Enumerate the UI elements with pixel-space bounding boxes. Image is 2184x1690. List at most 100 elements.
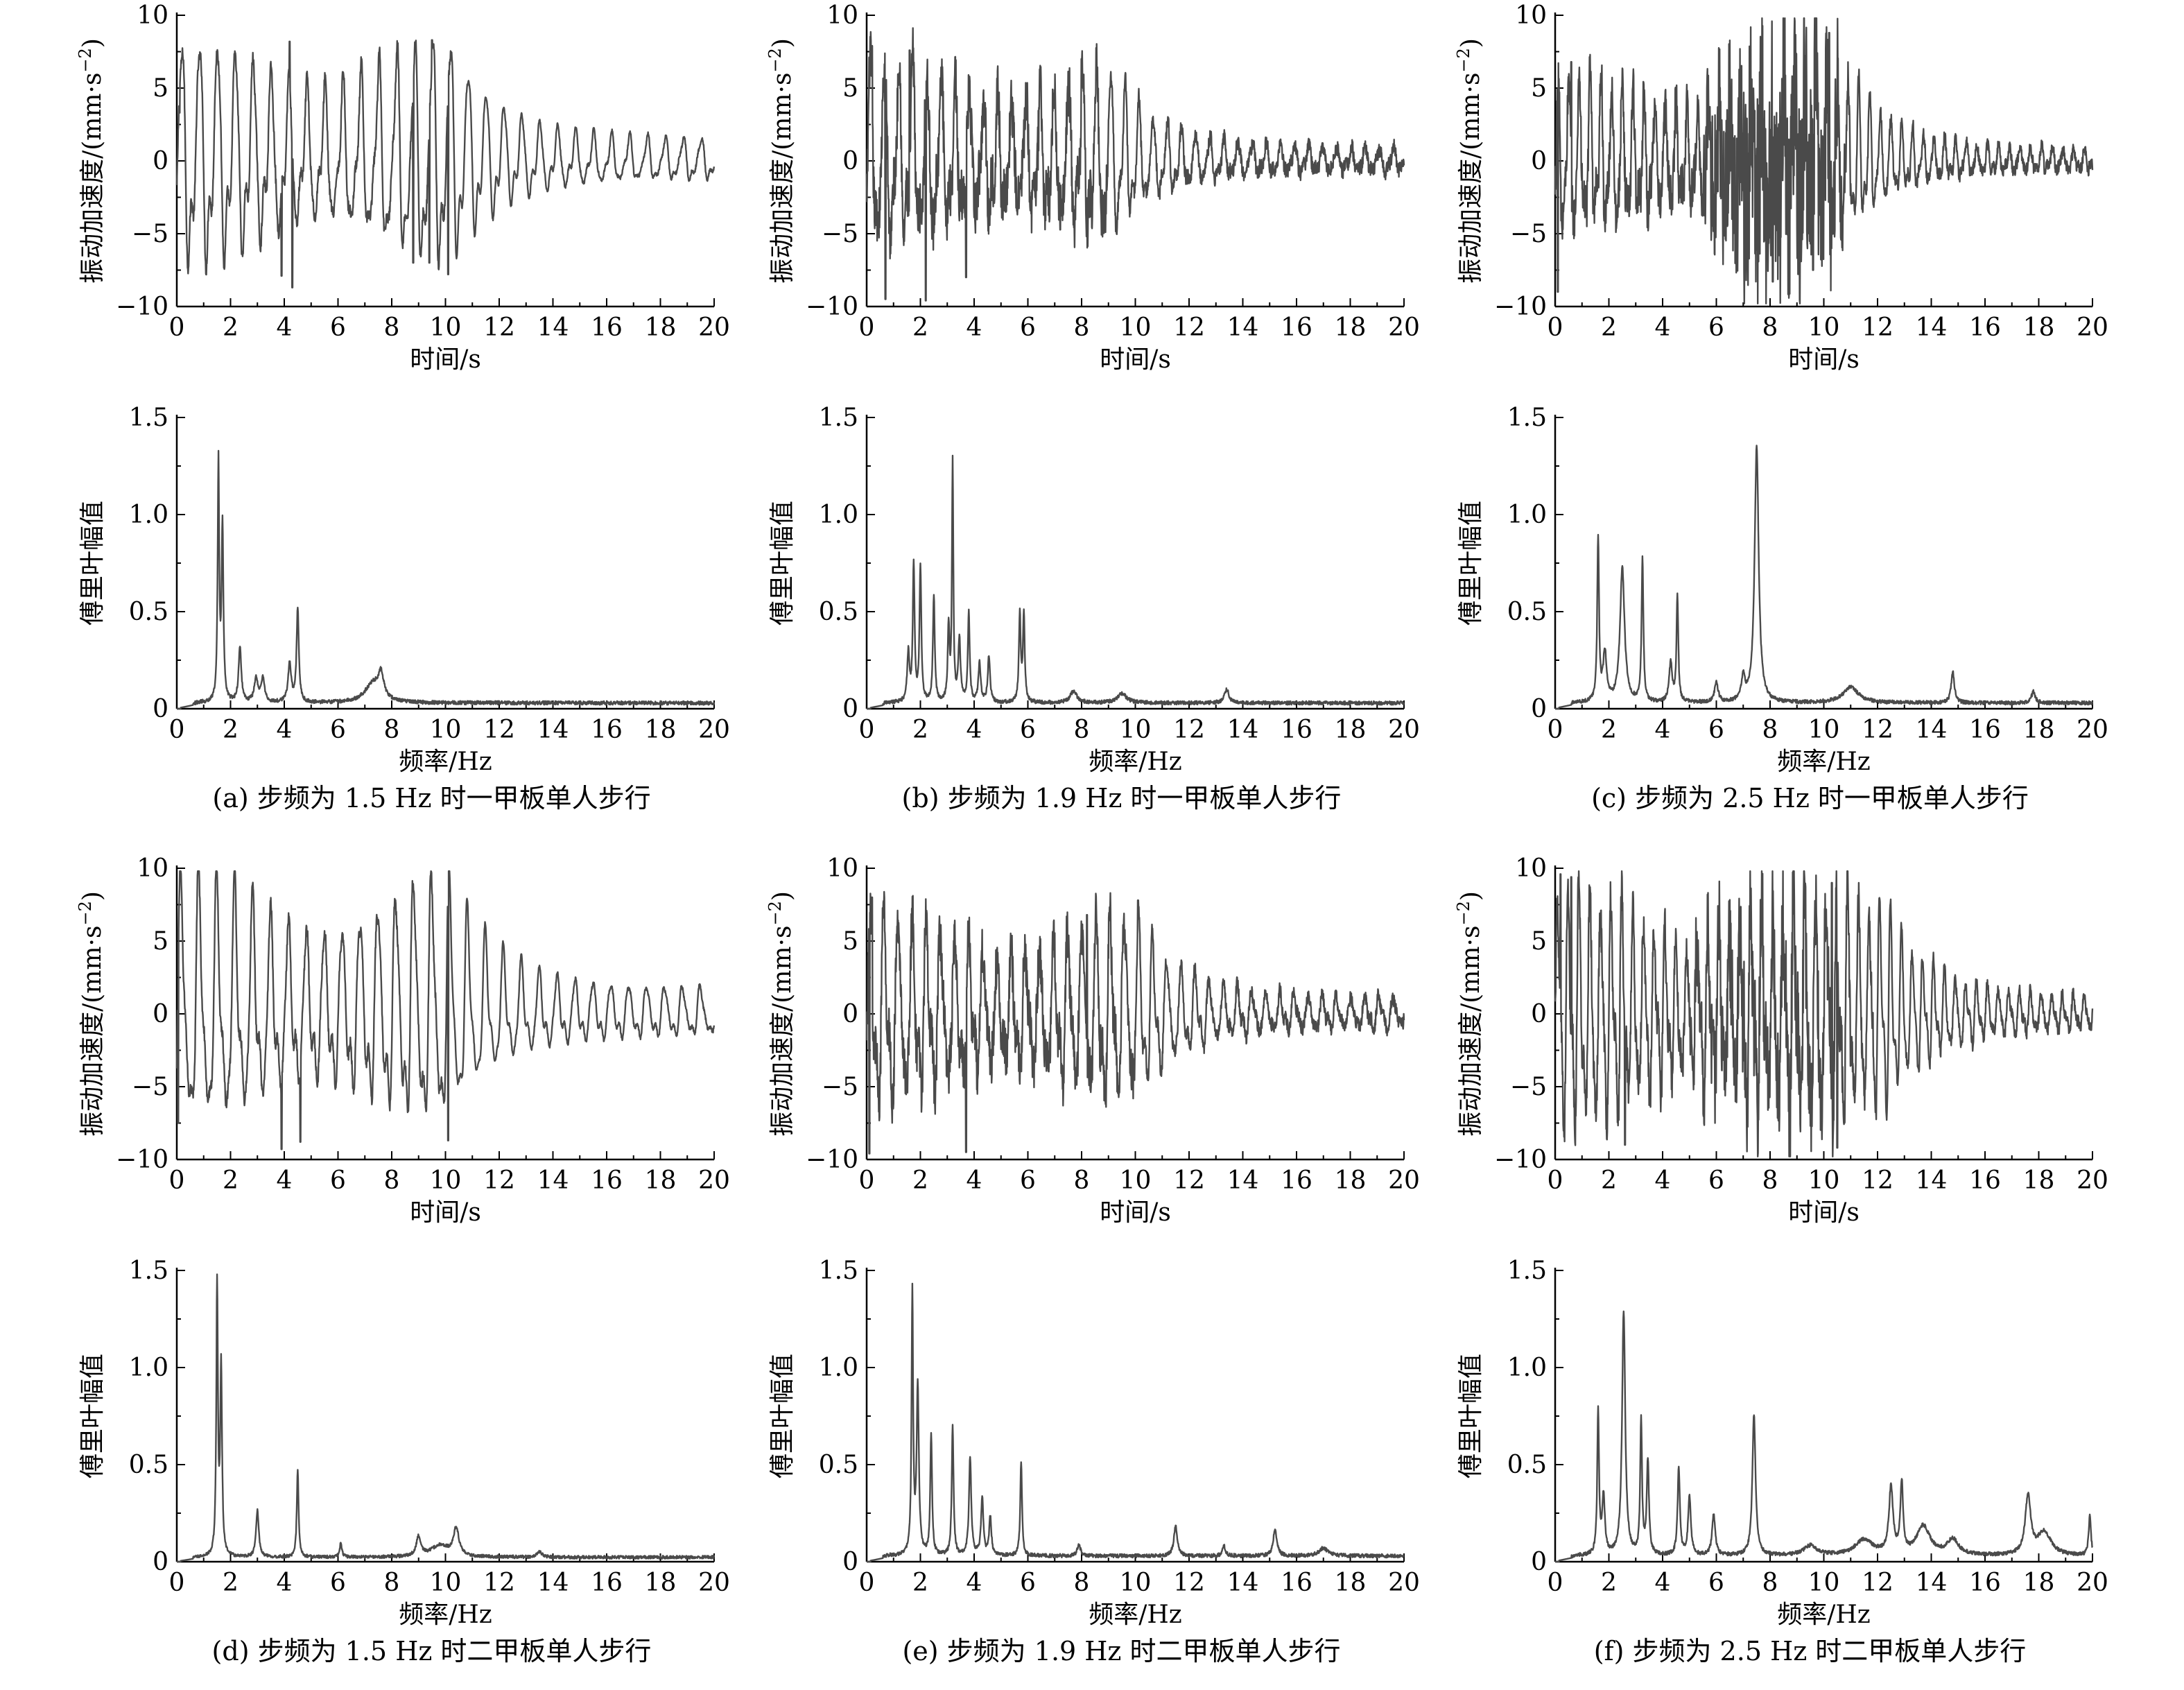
- x-tick-label: 10: [1120, 716, 1152, 744]
- x-tick-label: 12: [483, 716, 515, 744]
- x-tick-label: 12: [1862, 1166, 1893, 1195]
- x-tick-label: 2: [223, 313, 239, 342]
- x-tick-label: 10: [1120, 1569, 1152, 1597]
- x-tick-label: 4: [967, 1166, 982, 1195]
- y-tick-label: 10: [1515, 854, 1547, 883]
- y-tick-label: 0: [1531, 1000, 1547, 1028]
- x-tick-label: 16: [591, 1569, 623, 1597]
- x-tick-label: 10: [430, 1166, 462, 1195]
- fourier-amplitude-series-line: [866, 454, 1405, 710]
- y-axis-label: 振动加速度/(mm·s−2): [1454, 38, 1485, 284]
- x-tick-label: 4: [1655, 716, 1671, 744]
- x-axis-label: 频率/Hz: [399, 748, 492, 776]
- y-tick-label: 0: [842, 695, 858, 723]
- x-tick-label: 8: [384, 1166, 400, 1195]
- x-tick-label: 18: [2023, 1569, 2055, 1597]
- x-tick-label: 2: [1601, 1166, 1617, 1195]
- x-tick-label: 12: [483, 1569, 515, 1597]
- x-tick-label: 10: [430, 313, 462, 342]
- y-tick-label: 0: [1531, 147, 1547, 175]
- y-tick-label: 1.0: [819, 501, 858, 529]
- y-tick-label: 0: [842, 1000, 858, 1028]
- y-axis-label: 振动加速度/(mm·s−2): [76, 38, 107, 284]
- x-tick-label: 10: [1808, 313, 1840, 342]
- x-tick-label: 10: [1808, 1569, 1840, 1597]
- x-tick-label: 6: [1708, 313, 1724, 342]
- x-tick-label: 6: [1020, 1569, 1036, 1597]
- x-tick-label: 20: [1388, 313, 1420, 342]
- x-tick-label: 10: [1808, 716, 1840, 744]
- chart-panel-a-time: 0 2 4 6 8 10 12 14 16 18 20 −10 −5 0 5 10 时间/s 振动加速度/(mm·…: [76, 1, 730, 374]
- y-tick-label: 1.0: [1507, 501, 1547, 529]
- x-axis-label: 时间/s: [1100, 1198, 1171, 1227]
- x-tick-label: 16: [1969, 1569, 2001, 1597]
- y-tick-label: 1.5: [1507, 1257, 1547, 1285]
- x-tick-label: 12: [1173, 313, 1205, 342]
- y-tick-label: 0.5: [1507, 1451, 1547, 1479]
- x-tick-label: 18: [645, 716, 677, 744]
- x-tick-label: 12: [1862, 716, 1893, 744]
- x-tick-label: 2: [1601, 1569, 1617, 1597]
- y-tick-label: 1.0: [129, 501, 168, 529]
- x-tick-label: 2: [912, 1569, 928, 1597]
- y-tick-label: 1.5: [129, 1257, 168, 1285]
- y-tick-label: 0.5: [1507, 598, 1547, 626]
- x-axis-label: 时间/s: [410, 1198, 481, 1227]
- x-tick-label: 8: [1074, 716, 1090, 744]
- acceleration-series-line: [865, 890, 1405, 1155]
- x-tick-label: 8: [1074, 1166, 1090, 1195]
- acceleration-series-line: [1554, 870, 2094, 1157]
- x-tick-label: 16: [591, 313, 623, 342]
- x-tick-label: 14: [537, 716, 569, 744]
- x-tick-label: 0: [859, 1569, 875, 1597]
- x-tick-label: 16: [1969, 1166, 2001, 1195]
- y-axis-label: 振动加速度/(mm·s−2): [765, 38, 797, 284]
- x-tick-label: 2: [1601, 313, 1617, 342]
- fourier-amplitude-series-line: [866, 1282, 1405, 1563]
- x-tick-label: 4: [277, 313, 293, 342]
- y-tick-label: 1.5: [819, 404, 858, 432]
- acceleration-series-line: [175, 39, 716, 288]
- x-tick-label: 18: [645, 1166, 677, 1195]
- y-tick-label: 0: [153, 695, 168, 723]
- y-tick-label: −10: [1494, 293, 1547, 321]
- x-tick-label: 14: [1227, 313, 1259, 342]
- x-tick-label: 12: [1862, 1569, 1893, 1597]
- x-tick-label: 18: [2023, 1166, 2055, 1195]
- x-tick-label: 0: [169, 1569, 185, 1597]
- acceleration-series-line: [865, 27, 1405, 302]
- y-tick-label: −10: [116, 293, 168, 321]
- x-tick-label: 10: [1120, 1166, 1152, 1195]
- y-tick-label: 0: [153, 1548, 168, 1576]
- y-tick-label: 0: [153, 147, 168, 175]
- x-tick-label: 0: [1548, 313, 1563, 342]
- x-tick-label: 14: [537, 313, 569, 342]
- x-tick-label: 8: [1074, 313, 1090, 342]
- x-tick-label: 12: [1862, 313, 1893, 342]
- x-tick-label: 10: [430, 1569, 462, 1597]
- x-tick-label: 6: [330, 1569, 346, 1597]
- x-tick-label: 8: [1762, 716, 1778, 744]
- y-tick-label: 5: [153, 927, 168, 956]
- x-tick-label: 6: [1708, 1569, 1724, 1597]
- x-tick-label: 20: [698, 716, 730, 744]
- x-tick-label: 10: [430, 716, 462, 744]
- acceleration-series-line: [175, 870, 716, 1150]
- x-tick-label: 16: [591, 716, 623, 744]
- x-tick-label: 16: [1281, 313, 1312, 342]
- x-axis-label: 时间/s: [1788, 1198, 1860, 1227]
- y-tick-label: 10: [826, 854, 858, 883]
- y-tick-label: 5: [153, 74, 168, 103]
- x-tick-label: 18: [1335, 716, 1367, 744]
- y-tick-label: −5: [132, 1073, 168, 1101]
- y-axis-label: 傅里叶幅值: [1457, 501, 1485, 626]
- x-tick-label: 4: [967, 716, 982, 744]
- x-tick-label: 2: [223, 1569, 239, 1597]
- x-tick-label: 0: [859, 1166, 875, 1195]
- panel-caption: (e) 步频为 1.9 Hz 时二甲板单人步行: [902, 1636, 1340, 1666]
- y-axis-label: 傅里叶幅值: [768, 501, 797, 626]
- x-tick-label: 4: [277, 1569, 293, 1597]
- x-tick-label: 8: [384, 1569, 400, 1597]
- x-tick-label: 14: [1227, 716, 1259, 744]
- x-tick-label: 0: [1548, 1569, 1563, 1597]
